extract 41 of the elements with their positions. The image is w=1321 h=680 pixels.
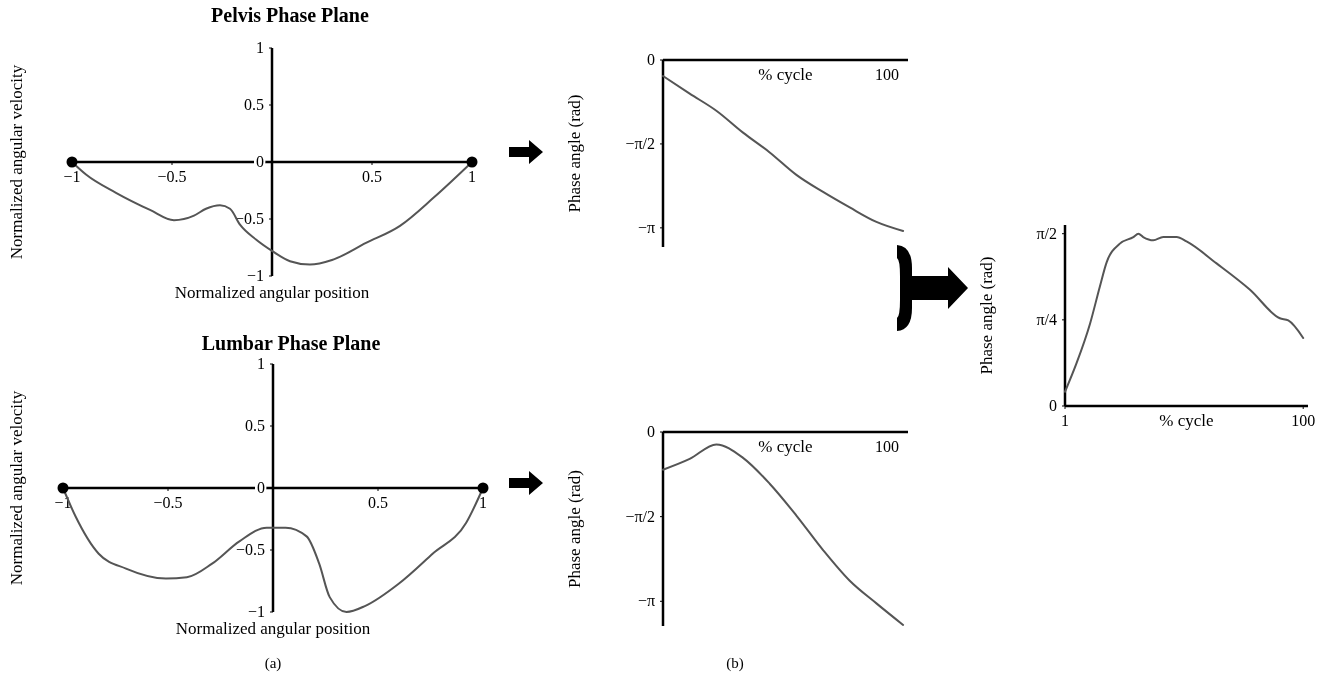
x-tick-label: 1 (479, 494, 487, 511)
annotation: 100 (875, 438, 899, 455)
y-tick-label: 0 (256, 153, 264, 170)
x-tick-label: 0.5 (362, 168, 382, 185)
x-axis-title: % cycle (1159, 411, 1214, 430)
x-tick-label: 0.5 (368, 494, 388, 511)
y-tick-label: 0 (257, 479, 265, 496)
y-tick-label: −π/2 (625, 134, 655, 152)
y-tick-label: −π (637, 592, 655, 610)
y-tick-label: −π (637, 218, 655, 236)
y-tick-label: −π/2 (625, 507, 655, 525)
text: (a) (264, 655, 282, 672)
x-tick-label: −1 (63, 168, 81, 185)
chart-title: Pelvis Phase Plane (211, 4, 369, 26)
x-tick-label: 1 (468, 168, 476, 185)
y-tick-label: 1 (256, 39, 264, 56)
x-axis-title: Normalized angular position (174, 283, 370, 302)
text: (b) (726, 655, 744, 672)
y-tick-label: π/4 (1036, 310, 1057, 328)
line-series (1064, 232, 1305, 393)
y-tick-label: 1 (257, 355, 265, 372)
annotation: 100 (875, 66, 899, 83)
y-axis-title: Normalized angular velocity (7, 64, 26, 260)
y-axis-title: Normalized angular velocity (7, 390, 26, 586)
x-axis-title: Normalized angular position (175, 619, 371, 638)
y-tick-label: −1 (246, 267, 264, 284)
y-axis-title: Phase angle (rad) (565, 469, 584, 589)
y-axis-title: Phase angle (rad) (565, 94, 584, 213)
y-axis-title: Phase angle (rad) (977, 256, 996, 375)
x-tick-label: −0.5 (157, 168, 187, 185)
x-axis-title: % cycle (758, 437, 813, 456)
y-tick-label: −1 (247, 603, 265, 620)
y-tick-label: 0 (1049, 397, 1057, 414)
y-tick-label: 0 (647, 51, 655, 68)
y-tick-label: 0 (647, 423, 655, 440)
y-tick-label: 0.5 (244, 96, 264, 113)
y-tick-label: π/2 (1036, 224, 1057, 242)
y-tick-label: −0.5 (235, 541, 265, 558)
chart-title: Lumbar Phase Plane (201, 332, 381, 354)
x-axis-title: % cycle (758, 65, 813, 84)
x-tick-label: −0.5 (153, 494, 183, 511)
